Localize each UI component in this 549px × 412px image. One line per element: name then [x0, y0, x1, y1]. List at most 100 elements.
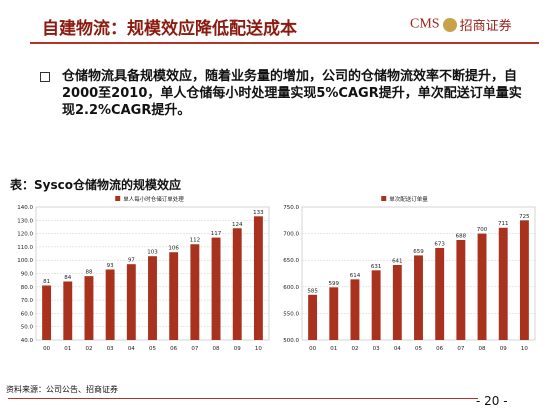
bar — [414, 255, 423, 340]
legend-label: 单次配送订单量 — [389, 195, 428, 203]
bar — [84, 276, 94, 340]
y-tick-label: 110.0 — [17, 245, 33, 251]
x-tick-label: 03 — [107, 346, 114, 352]
data-label: 93 — [107, 263, 114, 269]
data-label: 84 — [64, 275, 71, 281]
y-tick-label: 80.0 — [21, 285, 34, 291]
slide-header: 自建物流：规模效应降低配送成本 CMS 招商证券 — [0, 0, 549, 42]
data-label: 112 — [190, 238, 201, 244]
bar — [190, 244, 200, 340]
x-tick-label: 09 — [500, 346, 507, 352]
data-label: 711 — [498, 221, 509, 227]
x-tick-label: 07 — [457, 346, 464, 352]
y-tick-label: 40.0 — [21, 338, 34, 344]
bar — [211, 237, 221, 340]
data-label: 585 — [307, 288, 318, 294]
y-tick-label: 70.0 — [21, 298, 34, 304]
checkbox-bullet-icon — [40, 72, 50, 82]
bar — [308, 294, 318, 340]
bar — [519, 220, 529, 340]
y-tick-label: 650.0 — [283, 258, 299, 264]
data-label: 133 — [253, 210, 264, 216]
bar — [371, 270, 381, 340]
data-label: 88 — [85, 270, 92, 276]
x-tick-label: 00 — [309, 346, 316, 352]
bar — [329, 287, 339, 340]
x-tick-label: 09 — [234, 346, 241, 352]
y-tick-label: 750.0 — [283, 205, 299, 211]
x-tick-label: 00 — [43, 346, 50, 352]
logo-company-name: 招商证券 — [459, 19, 512, 34]
bar — [350, 279, 360, 340]
legend-label: 单人每小时仓储订单处理 — [123, 195, 184, 203]
bar — [42, 285, 52, 340]
y-tick-label: 500.0 — [283, 338, 299, 344]
x-tick-label: 01 — [330, 346, 337, 352]
logo-seal-icon — [442, 17, 457, 32]
y-tick-label: 100.0 — [17, 258, 33, 264]
bar — [498, 227, 508, 340]
y-tick-label: 90.0 — [21, 272, 34, 278]
data-label: 673 — [434, 241, 445, 247]
y-tick-label: 120.0 — [17, 232, 33, 238]
source-note: 资料来源：公司公告、招商证券 — [6, 385, 118, 394]
figure-title: 表：Sysco仓储物流的规模效应 — [10, 178, 181, 192]
bullet-text: 仓储物流具备规模效应，随着业务量的增加，公司的仓储物流效率不断提升，自2000至… — [62, 69, 522, 118]
x-tick-label: 10 — [521, 346, 528, 352]
data-label: 97 — [128, 258, 135, 264]
data-label: 688 — [456, 233, 467, 239]
company-logo: CMS 招商证券 — [410, 14, 512, 36]
logo-cms-text: CMS — [410, 16, 440, 32]
y-tick-label: 550.0 — [283, 311, 299, 317]
x-tick-label: 02 — [85, 346, 92, 352]
legend-swatch — [115, 196, 121, 201]
y-tick-label: 140.0 — [17, 205, 33, 211]
bar — [232, 228, 242, 340]
chart-svg: 500.0 550.0 600.0 650.0 700.0 750.0 单次配送订单量 585… — [283, 195, 536, 352]
bar — [126, 264, 136, 340]
x-tick-label: 10 — [255, 346, 262, 352]
data-label: 124 — [232, 222, 243, 228]
y-tick-label: 600.0 — [283, 285, 299, 291]
bar — [63, 281, 73, 340]
x-tick-label: 04 — [394, 346, 401, 352]
legend: 单人每小时仓储订单处理 — [115, 195, 184, 203]
data-label: 103 — [147, 250, 158, 256]
data-label: 700 — [477, 227, 488, 233]
data-label: 117 — [211, 231, 222, 237]
bar — [456, 239, 466, 340]
data-label: 659 — [413, 249, 424, 255]
chart-svg: 40.0 50.0 60.0 70.0 80.0 90.0 100.0 110.0 120.0 1… — [17, 195, 270, 352]
y-tick-label: 50.0 — [21, 325, 34, 331]
bullet-point: 仓储物流具备规模效应，随着业务量的增加，公司的仓储物流效率不断提升，自2000至… — [40, 68, 530, 119]
bar — [105, 269, 115, 340]
legend: 单次配送订单量 — [381, 195, 428, 203]
x-tick-label: 08 — [479, 346, 486, 352]
bar — [253, 216, 263, 340]
x-tick-label: 07 — [191, 346, 198, 352]
data-label: 106 — [168, 246, 179, 252]
x-tick-label: 04 — [128, 346, 135, 352]
data-label: 599 — [329, 281, 340, 287]
x-tick-label: 02 — [351, 346, 358, 352]
x-tick-label: 03 — [373, 346, 380, 352]
x-tick-label: 06 — [170, 346, 177, 352]
slide-title: 自建物流：规模效应降低配送成本 — [42, 19, 297, 39]
chart-warehouse-orders-per-hour: 40.0 50.0 60.0 70.0 80.0 90.0 100.0 110.0 120.0 1… — [8, 193, 275, 358]
footer-divider — [8, 398, 478, 399]
data-label: 631 — [371, 264, 382, 270]
x-tick-label: 05 — [415, 346, 422, 352]
x-tick-label: 01 — [64, 346, 71, 352]
bar — [435, 247, 445, 340]
data-label: 81 — [43, 279, 50, 285]
data-label: 614 — [350, 273, 361, 279]
data-label: 641 — [392, 258, 403, 264]
bar — [148, 256, 157, 340]
y-tick-label: 700.0 — [283, 232, 299, 238]
bar — [392, 264, 402, 340]
x-tick-label: 06 — [436, 346, 443, 352]
x-tick-label: 05 — [149, 346, 156, 352]
data-label: 725 — [519, 214, 530, 220]
header-divider — [30, 42, 539, 44]
legend-swatch — [381, 196, 387, 201]
